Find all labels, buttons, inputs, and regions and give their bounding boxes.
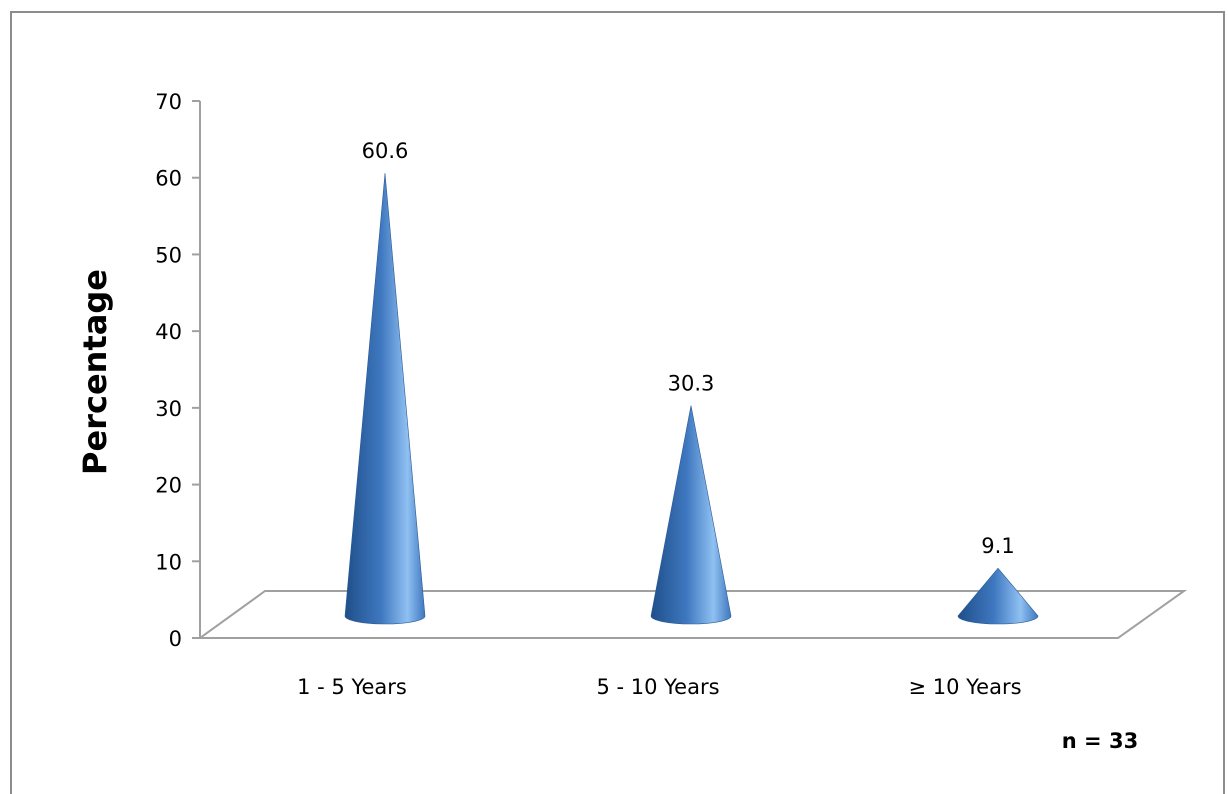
x-category-label: 1 - 5 Years [297, 675, 407, 699]
x-category-label: ≥ 10 Years [908, 675, 1021, 699]
data-label: 30.3 [668, 372, 715, 396]
cone-bar [344, 173, 426, 625]
y-tick-label: 30 [155, 397, 182, 421]
cone-body [344, 173, 426, 625]
chart-frame [10, 11, 1225, 794]
cone-body [957, 567, 1039, 625]
y-tick-label: 60 [155, 167, 182, 191]
sample-size-annotation: n = 33 [1062, 729, 1138, 753]
floor-plane [196, 590, 1188, 639]
labels: 0 10 20 30 40 50 60 70 60.6 1 - 5 Years 30.3 5 - 10… [155, 90, 1021, 699]
bars [344, 173, 1039, 625]
data-label: 9.1 [981, 534, 1014, 558]
y-tick-label: 0 [169, 627, 182, 651]
axes [192, 100, 1188, 639]
y-tick-label: 10 [155, 550, 182, 574]
data-label: 60.6 [362, 139, 409, 163]
y-tick-label: 70 [155, 90, 182, 114]
y-tick-label: 50 [155, 243, 182, 267]
x-category-label: 5 - 10 Years [596, 675, 719, 699]
cone-bar [650, 405, 732, 625]
cone-bar [957, 567, 1039, 625]
y-tick-label: 20 [155, 474, 182, 498]
y-axis-title: Percentage [76, 269, 114, 475]
cone-body [650, 405, 732, 625]
y-tick-label: 40 [155, 320, 182, 344]
